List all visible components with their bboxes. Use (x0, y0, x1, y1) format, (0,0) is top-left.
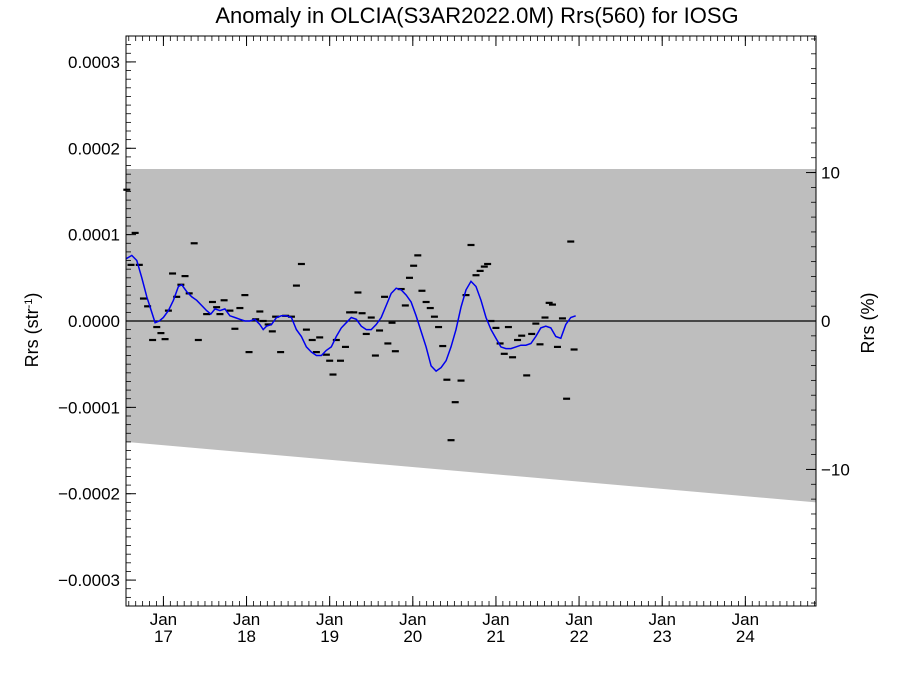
smoothed-line (125, 254, 576, 373)
uncertainty-band (126, 169, 816, 503)
x-tick-month-1: Jan (233, 610, 260, 629)
y-left-tick-label-5: −0.0002 (58, 485, 120, 504)
y-axis-right-title: Rrs (%) (858, 293, 878, 354)
x-tick-year-1: 18 (237, 627, 256, 646)
y-left-tick-label-2: 0.0001 (68, 226, 120, 245)
x-tick-month-3: Jan (399, 610, 426, 629)
x-tick-year-6: 23 (653, 627, 672, 646)
y-axis-left-title-tail: ) (22, 293, 42, 299)
y-axis-right: 10 0 −10 (806, 38, 850, 604)
y-left-tick-label-4: −0.0001 (58, 398, 120, 417)
x-tick-year-5: 22 (570, 627, 589, 646)
x-tick-year-0: 17 (154, 627, 173, 646)
y-right-tick-label-0: 10 (821, 164, 840, 183)
y-right-tick-label-2: −10 (821, 460, 850, 479)
x-tick-month-4: Jan (482, 610, 509, 629)
x-tick-month-0: Jan (150, 610, 177, 629)
y-left-tick-label-1: 0.0002 (68, 139, 120, 158)
x-tick-month-7: Jan (732, 610, 759, 629)
x-tick-year-4: 21 (486, 627, 505, 646)
x-tick-month-6: Jan (648, 610, 675, 629)
chart-title: Anomaly in OLCIA(S3AR2022.0M) Rrs(560) f… (215, 3, 738, 28)
x-tick-year-7: 24 (736, 627, 755, 646)
y-axis-left-title: Rrs (str-1) (22, 293, 42, 368)
plot-area (123, 35, 817, 607)
y-right-tick-label-1: 0 (821, 312, 830, 331)
y-left-tick-label-3: 0.0000 (68, 312, 120, 331)
y-left-tick-label-6: −0.0003 (58, 571, 120, 590)
y-axis-left-title-base: Rrs (str (22, 308, 42, 367)
y-left-tick-label-0: 0.0003 (68, 53, 120, 72)
x-tick-month-5: Jan (565, 610, 592, 629)
x-tick-month-2: Jan (316, 610, 343, 629)
x-tick-year-3: 20 (403, 627, 422, 646)
y-axis-left-title-exp: -1 (23, 299, 35, 309)
x-tick-year-2: 19 (320, 627, 339, 646)
y-axis-left: 0.0003 0.0002 0.0001 0.0000 −0.0001 −0.0002 −0… (58, 35, 136, 607)
